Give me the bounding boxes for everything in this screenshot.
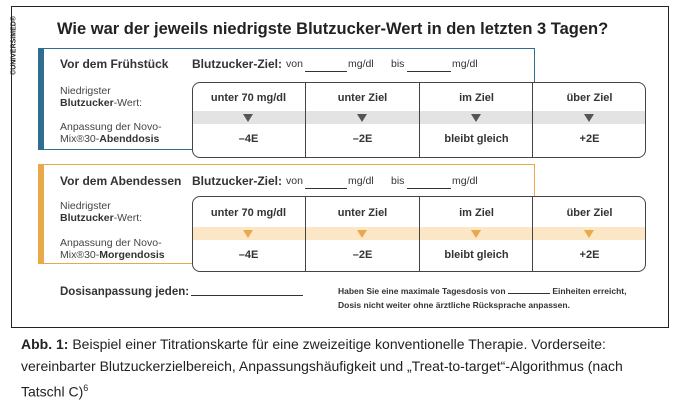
from-label: von xyxy=(286,175,303,187)
range-cell: unter Ziel xyxy=(337,207,388,219)
range-cell: über Ziel xyxy=(566,207,613,219)
column-divider xyxy=(305,83,306,157)
row-label-line: Anpassung der Novo- xyxy=(60,121,162,133)
range-cell: im Ziel xyxy=(459,92,494,104)
row-label-bold: Morgendosis xyxy=(99,249,165,261)
row-label-line: Niedrigster xyxy=(60,200,111,212)
dose-cell: bleibt gleich xyxy=(444,249,509,261)
row-label-rest: -Wert: xyxy=(113,97,143,109)
unit-label: mg/dl xyxy=(452,58,478,70)
dose-frequency-label: Dosisanpassung jeden: xyxy=(60,286,190,298)
column-divider xyxy=(419,197,420,271)
max-dose-note: Haben Sie eine maximale Tagesdosis von E… xyxy=(338,284,626,312)
range-cell: unter 70 mg/dl xyxy=(210,92,287,104)
dose-cell: –2E xyxy=(352,133,373,145)
row-label-bold: Abenddosis xyxy=(99,133,160,145)
dose-cell: –4E xyxy=(238,133,259,145)
row-label-glucose: Niedrigster Blutzucker-Wert: xyxy=(60,85,142,109)
arrow-down-icon xyxy=(584,114,594,122)
row-label-line: Niedrigster xyxy=(60,85,111,97)
column-divider xyxy=(305,197,306,271)
target-to-field[interactable] xyxy=(407,59,451,72)
card-frame xyxy=(11,6,669,328)
range-cell: über Ziel xyxy=(566,92,613,104)
section-title: Vor dem Frühstück xyxy=(60,57,169,71)
row-label-line: Anpassung der Novo- xyxy=(60,237,162,249)
dose-cell: bleibt gleich xyxy=(444,133,509,145)
row-label-rest: -Wert: xyxy=(113,212,143,224)
figure-caption: Abb. 1: Beispiel einer Titrationskarte f… xyxy=(21,333,661,403)
unit-label: mg/dl xyxy=(348,58,374,70)
target-from-field[interactable] xyxy=(305,176,347,189)
row-label-dose: Anpassung der Novo- Mix®30-Abenddosis xyxy=(60,121,162,145)
max-dose-field[interactable] xyxy=(507,284,550,294)
column-divider xyxy=(532,197,533,271)
section-title: Vor dem Abendessen xyxy=(60,174,182,188)
arrow-down-icon xyxy=(471,230,481,238)
range-cell: im Ziel xyxy=(459,207,494,219)
unit-label: mg/dl xyxy=(452,175,478,187)
caption-label: Abb. 1: xyxy=(21,336,69,352)
target-from-field[interactable] xyxy=(305,59,347,72)
row-label-bold: Blutzucker xyxy=(60,212,114,224)
caption-text: Beispiel einer Titrationskarte für eine … xyxy=(21,336,623,400)
arrow-down-icon xyxy=(357,230,367,238)
to-label: bis xyxy=(391,175,405,187)
arrow-down-icon xyxy=(584,230,594,238)
unit-label: mg/dl xyxy=(348,175,374,187)
row-label-bold: Blutzucker xyxy=(60,97,114,109)
dose-cell: –4E xyxy=(238,249,259,261)
section-accent-bar xyxy=(37,163,44,264)
arrow-down-icon xyxy=(243,114,253,122)
row-label-dose: Anpassung der Novo- Mix®30-Morgendosis xyxy=(60,237,165,261)
target-label: Blutzucker-Ziel: xyxy=(192,57,283,71)
range-cell: unter Ziel xyxy=(337,92,388,104)
row-label-glucose: Niedrigster Blutzucker-Wert: xyxy=(60,200,142,224)
publisher-logo: ©UNIVERSIMED® xyxy=(10,16,18,75)
row-label-plain: Mix®30- xyxy=(60,133,100,145)
range-cell: unter 70 mg/dl xyxy=(210,207,287,219)
arrow-down-icon xyxy=(243,230,253,238)
dose-cell: –2E xyxy=(352,249,373,261)
to-label: bis xyxy=(391,58,405,70)
target-to-field[interactable] xyxy=(407,176,451,189)
from-label: von xyxy=(286,58,303,70)
target-label: Blutzucker-Ziel: xyxy=(192,174,283,188)
section-accent-bar xyxy=(37,47,44,150)
max-dose-note-part: Einheiten erreicht, xyxy=(552,286,627,296)
max-dose-note-part: Haben Sie eine maximale Tagesdosis von xyxy=(338,286,506,296)
max-dose-note-line: Dosis nicht weiter ohne ärztliche Rücksp… xyxy=(338,300,570,310)
column-divider xyxy=(419,83,420,157)
dose-frequency-field[interactable] xyxy=(191,283,303,296)
row-label-plain: Mix®30- xyxy=(60,249,100,261)
card-heading: Wie war der jeweils niedrigste Blutzucke… xyxy=(57,20,609,38)
dose-cell: +2E xyxy=(579,133,600,145)
arrow-down-icon xyxy=(357,114,367,122)
dose-cell: +2E xyxy=(579,249,600,261)
column-divider xyxy=(532,83,533,157)
arrow-down-icon xyxy=(471,114,481,122)
caption-reference: 6 xyxy=(83,383,89,393)
